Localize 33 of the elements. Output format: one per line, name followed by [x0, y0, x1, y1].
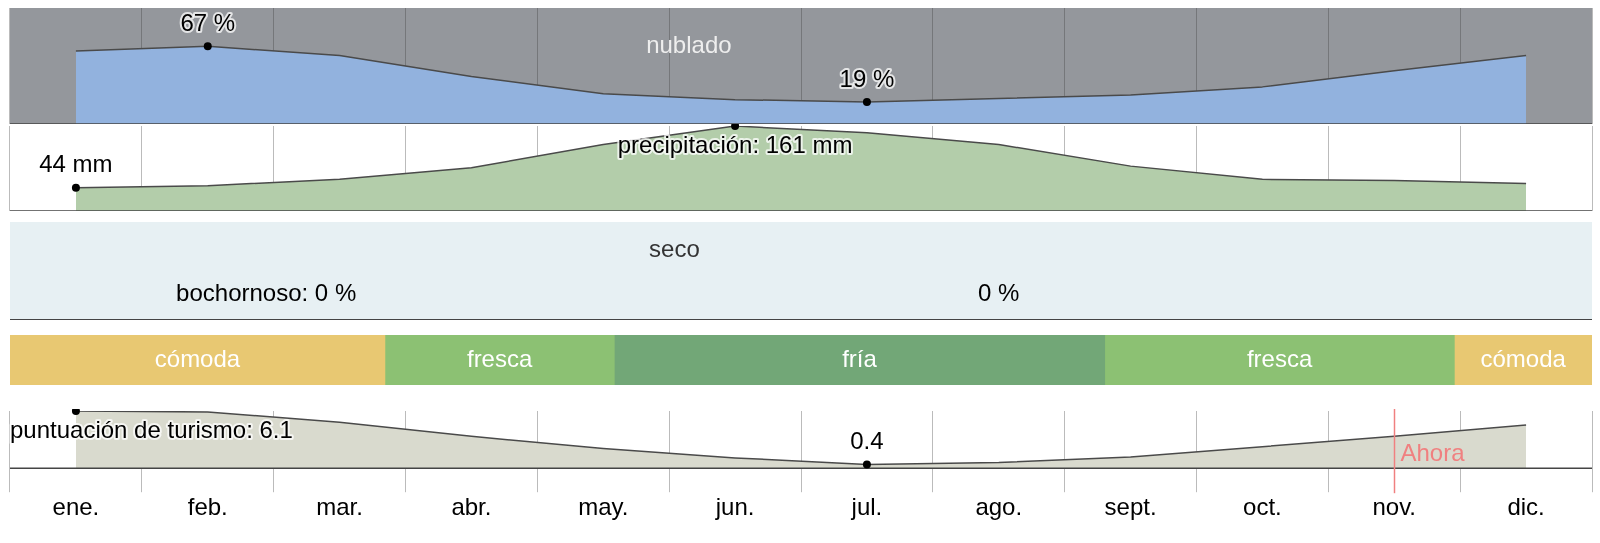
- x-tick-label: mar.: [316, 493, 363, 521]
- x-tick-label: jul.: [850, 493, 883, 521]
- bar: [10, 335, 386, 385]
- bar: [1104, 335, 1455, 385]
- x-tick-label: jun.: [714, 493, 755, 521]
- bar: [1454, 335, 1592, 385]
- x-tick-label: sept.: [1104, 493, 1157, 521]
- text: seco: [649, 235, 700, 264]
- text: 0 %: [978, 278, 1020, 307]
- x-tick-label: abr.: [451, 493, 492, 521]
- data-label: precipitación: 161 mm: [617, 130, 853, 158]
- x-tick-label: ene.: [52, 493, 100, 521]
- series-label: fría: [842, 344, 878, 372]
- ref-line-label: Ahora: [1400, 438, 1466, 466]
- x-tick-label: oct.: [1243, 493, 1282, 521]
- series-label: fresca: [1246, 344, 1313, 372]
- annotation: nublado: [646, 30, 732, 58]
- data-label: 67 %: [180, 8, 236, 36]
- x-tick-label: ago.: [975, 493, 1023, 521]
- x-tick-label: dic.: [1507, 493, 1545, 521]
- x-tick-label: may.: [578, 493, 629, 521]
- data-label: puntuación de turismo: 6.1: [10, 415, 293, 443]
- series-label: cómoda: [154, 344, 241, 372]
- series-label: cómoda: [1480, 344, 1567, 372]
- series-label: fresca: [466, 344, 533, 372]
- x-tick-label: nov.: [1372, 493, 1417, 521]
- bar: [384, 335, 615, 385]
- data-label: 0.4: [850, 427, 884, 455]
- x-tick-label: feb.: [187, 493, 228, 521]
- bar: [613, 335, 1106, 385]
- data-label: 44 mm: [39, 150, 113, 178]
- data-label: 19 %: [839, 64, 895, 92]
- text: bochornoso: 0 %: [176, 278, 357, 307]
